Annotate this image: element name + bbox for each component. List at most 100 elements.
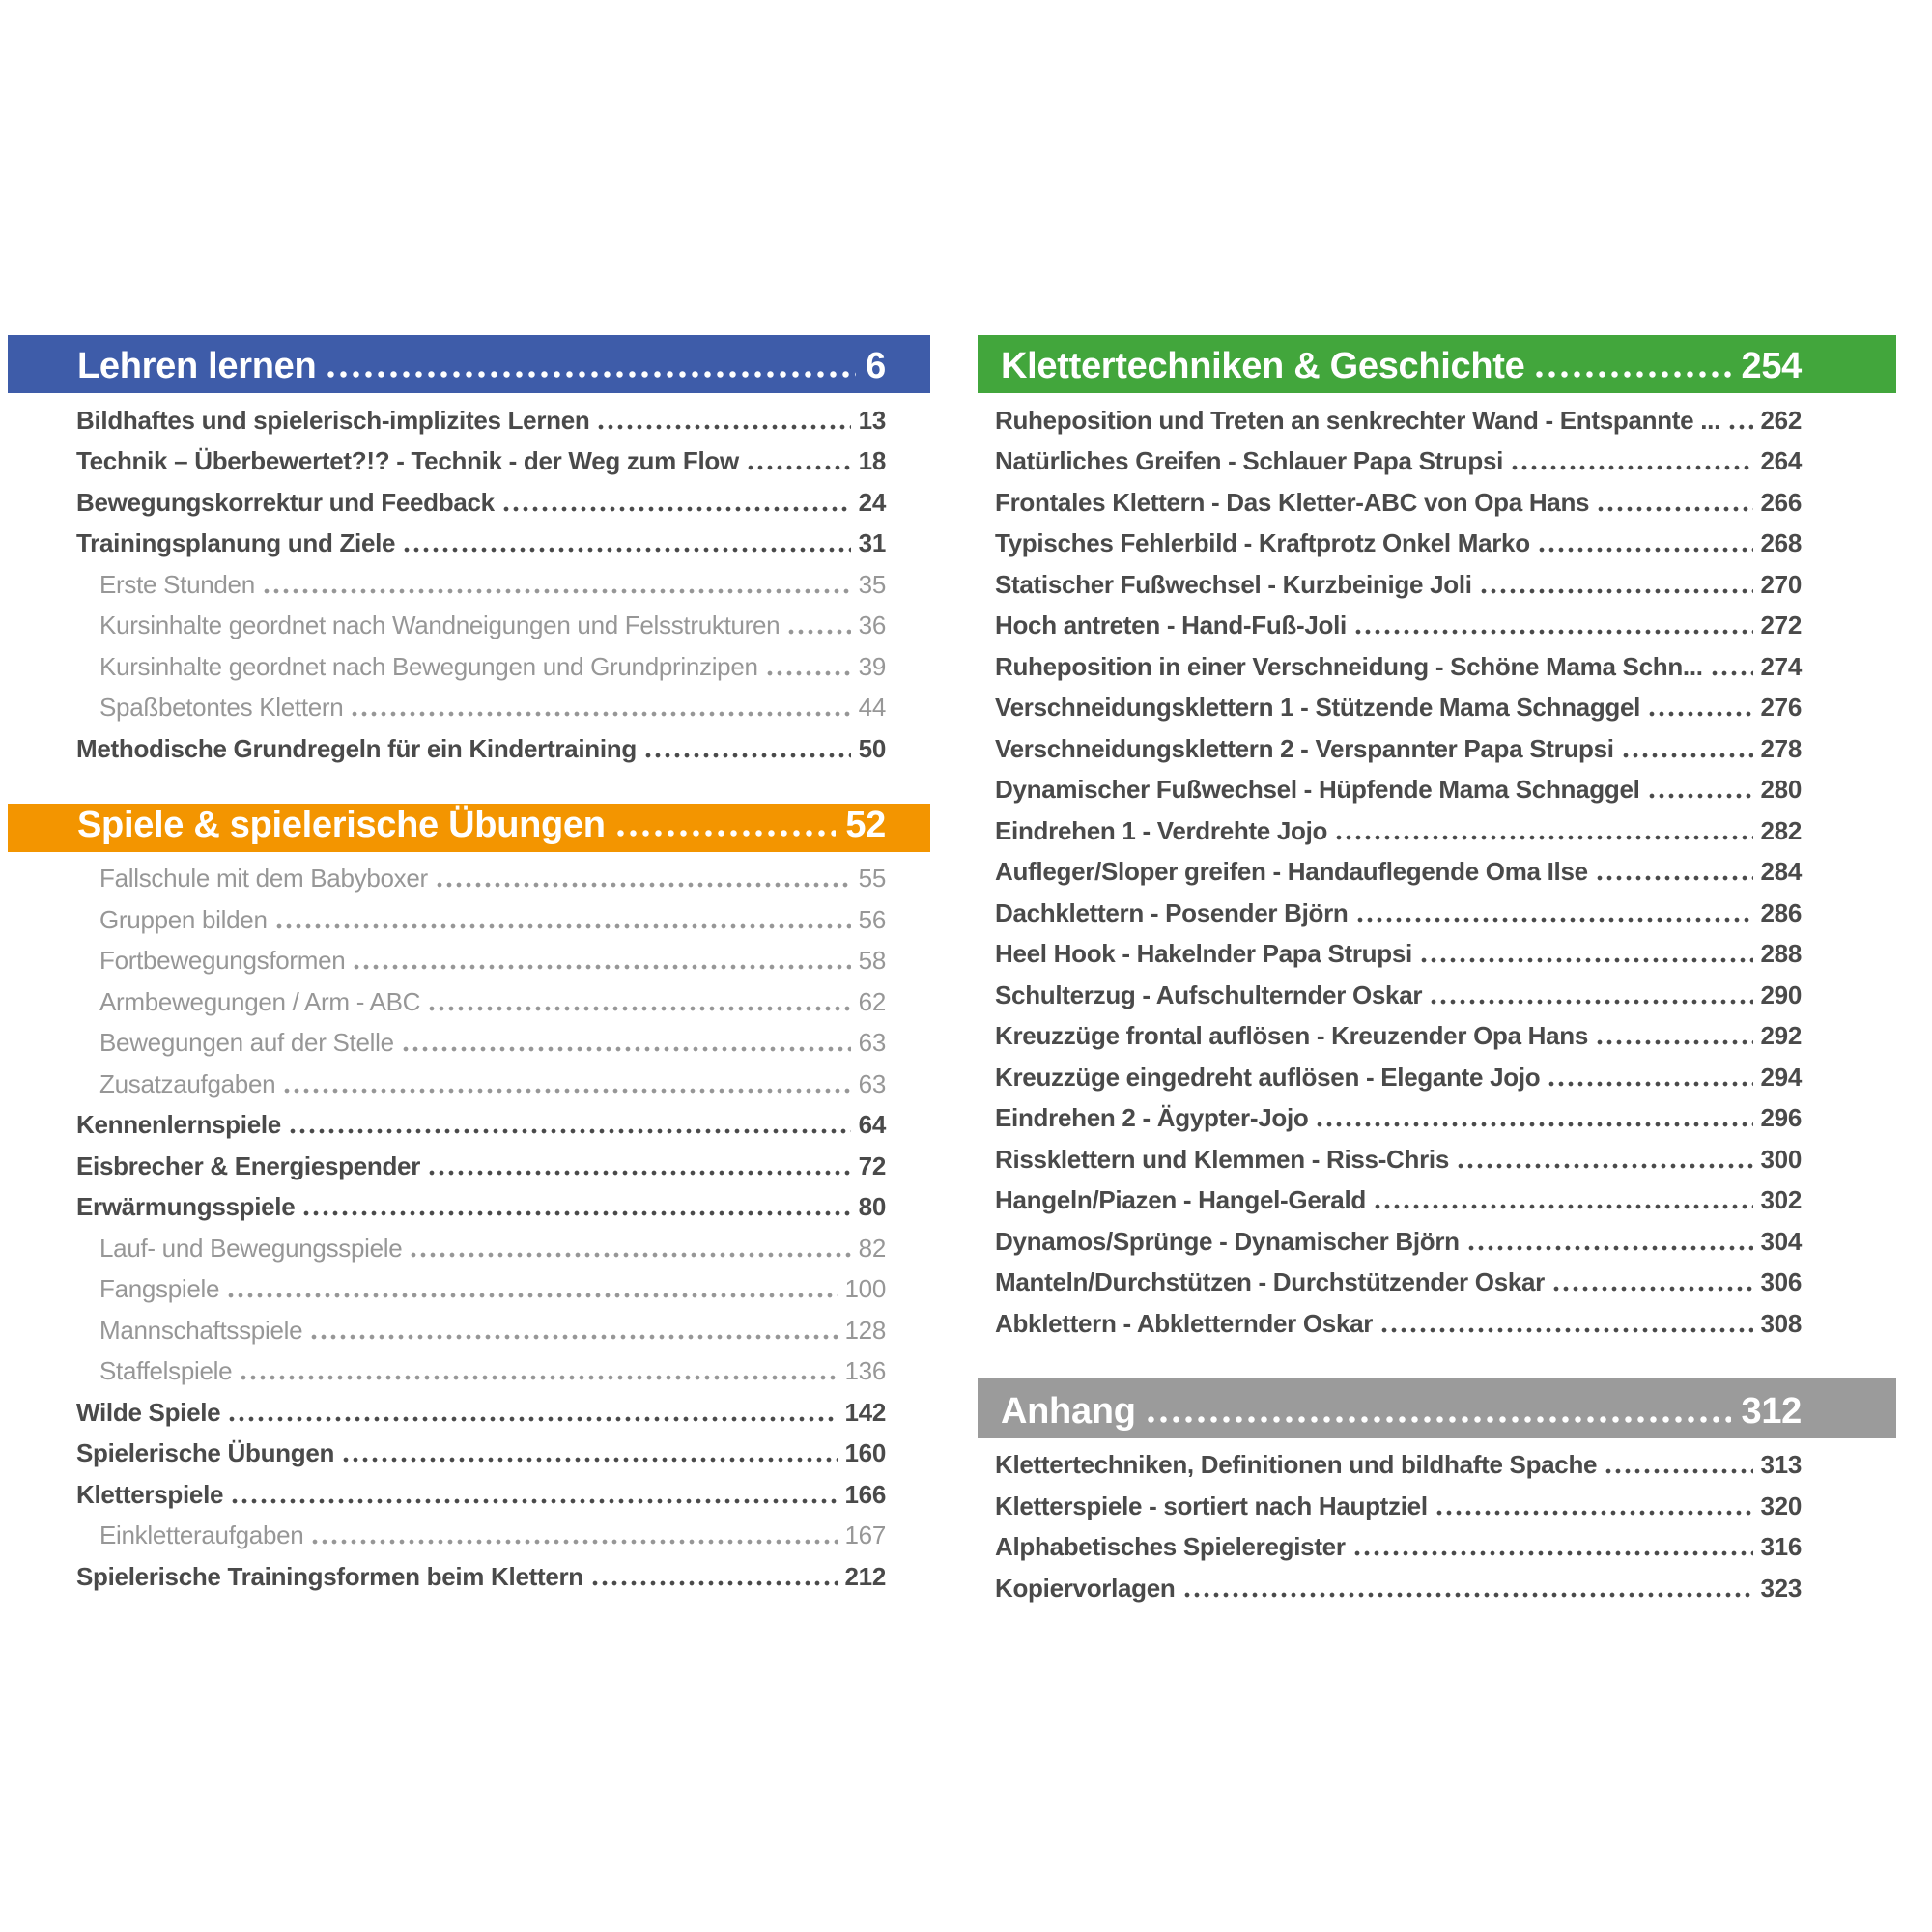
entry-leader-dots (1458, 1162, 1753, 1169)
toc-entry: Eindrehen 1 - Verdrehte Jojo 282 (978, 808, 1896, 849)
toc-entry: Trainingsplanung und Ziele 31 (8, 521, 930, 562)
entry-leader-dots (1354, 629, 1753, 635)
entry-leader-dots (1431, 998, 1753, 1005)
entry-title: Abklettern - Abkletternder Oskar (995, 1308, 1374, 1338)
entry-page-number: 292 (1760, 1021, 1803, 1050)
entry-page-number: 24 (858, 487, 887, 517)
section-leader-dots (1536, 371, 1732, 378)
entry-title: Bewegungskorrektur und Feedback (76, 487, 495, 517)
toc-column-left: Lehren lernen 6 Bildhaftes und spielerisch… (8, 335, 930, 1595)
toc-entry: Hoch antreten - Hand-Fuß-Joli 272 (978, 603, 1896, 644)
section-title: Lehren lernen (77, 346, 317, 386)
toc-section: Klettertechniken & Geschichte 254 Ruheposi… (978, 335, 1896, 1342)
toc-entry: Kursinhalte geordnet nach Wandneigungen … (8, 603, 930, 644)
entry-title: Wilde Spiele (76, 1397, 221, 1427)
section-header-bar: Lehren lernen 6 (8, 335, 930, 393)
entry-leader-dots (303, 1210, 851, 1216)
entry-title: Typisches Fehlerbild - Kraftprotz Onkel … (995, 528, 1530, 557)
entry-page-number: 166 (844, 1479, 887, 1509)
entry-leader-dots (232, 1497, 838, 1504)
entry-leader-dots (766, 669, 851, 676)
entry-leader-dots (229, 1415, 838, 1422)
entry-title: Staffelspiele (99, 1356, 233, 1385)
entry-page-number: 128 (844, 1315, 887, 1345)
toc-entry: Kursinhalte geordnet nach Bewegungen und… (8, 643, 930, 685)
toc-section: Spiele & spielerische Übungen 52 Fallschul… (8, 803, 930, 1595)
entry-page-number: 266 (1760, 487, 1803, 517)
entry-title: Hoch antreten - Hand-Fuß-Joli (995, 611, 1347, 639)
entry-leader-dots (788, 629, 851, 635)
toc-entry: Manteln/Durchstützen - Durchstützender O… (978, 1260, 1896, 1301)
toc-entry: Typisches Fehlerbild - Kraftprotz Onkel … (978, 521, 1896, 562)
entry-page-number: 55 (858, 864, 887, 893)
toc-entry: Verschneidungsklettern 1 - Stützende Mam… (978, 685, 1896, 726)
toc-entry: Rissklettern und Klemmen - Riss-Chris 300 (978, 1136, 1896, 1178)
entry-title: Aufleger/Sloper greifen - Handauflegende… (995, 857, 1588, 886)
entry-leader-dots (1374, 1204, 1753, 1209)
entry-page-number: 313 (1760, 1450, 1803, 1479)
entry-leader-dots (411, 1251, 851, 1258)
toc-entry: Abklettern - Abkletternder Oskar 308 (978, 1300, 1896, 1342)
toc-entry: Gruppen bilden 56 (8, 896, 930, 938)
entry-page-number: 136 (844, 1356, 887, 1385)
entry-leader-dots (404, 547, 851, 553)
entry-leader-dots (1598, 505, 1753, 512)
entry-leader-dots (354, 964, 851, 970)
entry-title: Lauf- und Bewegungsspiele (99, 1233, 403, 1263)
toc-entries: Ruheposition und Treten an senkrechter W… (978, 397, 1896, 1342)
entry-leader-dots (644, 752, 851, 758)
entry-leader-dots (1467, 1244, 1753, 1251)
entry-page-number: 36 (858, 611, 887, 639)
toc-entry: Bewegungskorrektur und Feedback 24 (8, 479, 930, 521)
entry-leader-dots (436, 882, 851, 888)
entry-leader-dots (1512, 465, 1753, 470)
entry-page-number: 262 (1760, 405, 1803, 435)
section-page-number: 312 (1741, 1390, 1802, 1432)
entry-leader-dots (343, 1457, 838, 1463)
entry-page-number: 308 (1760, 1308, 1803, 1338)
entry-page-number: 167 (844, 1520, 887, 1549)
entry-title: Technik – Überbewertet?!? - Technik - de… (76, 446, 739, 475)
entry-title: Gruppen bilden (99, 904, 268, 934)
entry-title: Ruheposition und Treten an senkrechter W… (995, 405, 1721, 435)
entry-title: Trainingsplanung und Ziele (76, 528, 396, 557)
entry-page-number: 290 (1760, 980, 1803, 1009)
toc-entry: Einkletteraufgaben 167 (8, 1513, 930, 1554)
entry-leader-dots (352, 711, 851, 717)
section-leader-dots (1147, 1415, 1732, 1423)
entry-title: Schulterzug - Aufschulternder Oskar (995, 980, 1423, 1009)
entry-title: Manteln/Durchstützen - Durchstützender O… (995, 1267, 1545, 1296)
entry-page-number: 323 (1760, 1573, 1803, 1603)
entry-title: Eisbrecher & Energiespender (76, 1151, 421, 1180)
toc-entry: Ruheposition in einer Verschneidung - Sc… (978, 643, 1896, 685)
toc-entry: Dynamischer Fußwechsel - Hüpfende Mama S… (978, 767, 1896, 809)
entry-page-number: 270 (1760, 569, 1803, 599)
entry-page-number: 80 (858, 1192, 887, 1221)
entry-leader-dots (1420, 957, 1753, 963)
entry-leader-dots (502, 505, 851, 512)
toc-entry: Armbewegungen / Arm - ABC 62 (8, 979, 930, 1020)
entry-title: Natürliches Greifen - Schlauer Papa Stru… (995, 446, 1504, 475)
entry-title: Rissklettern und Klemmen - Riss-Chris (995, 1144, 1450, 1174)
toc-section: Lehren lernen 6 Bildhaftes und spielerisch… (8, 335, 930, 767)
entry-title: Dachklettern - Posender Björn (995, 897, 1349, 927)
entry-title: Frontales Klettern - Das Kletter-ABC von… (995, 487, 1590, 517)
entry-title: Dynamischer Fußwechsel - Hüpfende Mama S… (995, 775, 1640, 804)
toc-column-right: Klettertechniken & Geschichte 254 Ruheposi… (978, 335, 1896, 1606)
entry-title: Hangeln/Piazen - Hangel-Gerald (995, 1185, 1366, 1214)
entry-page-number: 63 (858, 1068, 887, 1098)
entry-page-number: 35 (858, 569, 887, 599)
entry-leader-dots (1605, 1468, 1753, 1474)
toc-entry: Dachklettern - Posender Björn 286 (978, 890, 1896, 931)
entry-title: Dynamos/Sprünge - Dynamischer Björn (995, 1226, 1460, 1256)
entry-title: Bewegungen auf der Stelle (99, 1028, 394, 1057)
entry-leader-dots (1553, 1286, 1753, 1292)
toc-entry: Kopiervorlagen 323 (978, 1565, 1896, 1606)
toc-entry: Spielerische Trainingsformen beim Klette… (8, 1553, 930, 1595)
toc-entry: Erwärmungsspiele 80 (8, 1184, 930, 1226)
entry-title: Einkletteraufgaben (99, 1520, 304, 1549)
entry-page-number: 62 (858, 986, 887, 1016)
toc-entry: Natürliches Greifen - Schlauer Papa Stru… (978, 439, 1896, 480)
entry-page-number: 50 (858, 733, 887, 763)
entry-page-number: 63 (858, 1028, 887, 1057)
